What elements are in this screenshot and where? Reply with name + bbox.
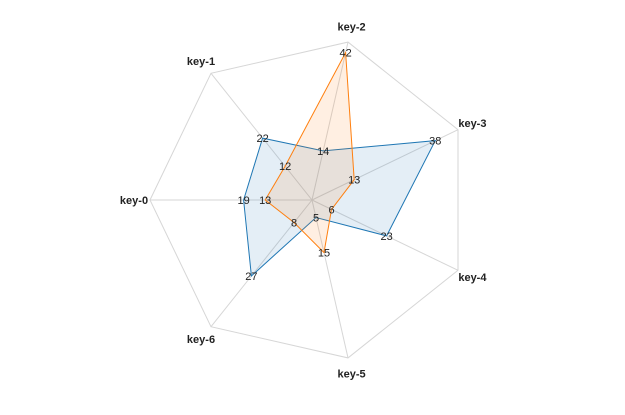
value-label-0-key-2: 14	[317, 146, 329, 158]
spoke-key-6	[210, 199, 313, 328]
axis-label-key-3: key-3	[458, 118, 486, 130]
axis-label-key-1: key-1	[187, 56, 215, 68]
value-label-0-key-6: 27	[245, 271, 257, 283]
axis-label-key-5: key-5	[338, 369, 366, 381]
value-label-0-key-5: 5	[313, 213, 319, 225]
spoke-key-1	[210, 72, 313, 201]
value-label-0-key-1: 22	[256, 133, 268, 145]
value-label-0-key-4: 23	[380, 231, 392, 243]
grid-polygon	[149, 41, 459, 359]
value-label-1-key-5: 15	[318, 248, 330, 260]
axis-label-key-0: key-0	[120, 195, 148, 207]
value-label-1-key-0: 13	[259, 195, 271, 207]
value-label-1-key-2: 42	[339, 48, 351, 60]
spoke-key-3	[311, 129, 459, 201]
axis-label-key-2: key-2	[338, 22, 366, 34]
series-1-area	[264, 50, 355, 254]
value-label-1-key-1: 12	[279, 161, 291, 173]
spoke-key-2	[311, 41, 349, 201]
axis-label-key-6: key-6	[187, 334, 215, 346]
value-label-1-key-3: 13	[348, 175, 360, 187]
value-label-1-key-4: 6	[328, 204, 334, 216]
value-label-0-key-0: 19	[237, 195, 249, 207]
series-0-area	[243, 137, 437, 278]
value-label-1-key-6: 8	[291, 218, 297, 230]
value-label-0-key-3: 38	[429, 136, 441, 148]
spoke-key-5	[311, 199, 349, 359]
axis-label-key-4: key-4	[458, 272, 487, 284]
